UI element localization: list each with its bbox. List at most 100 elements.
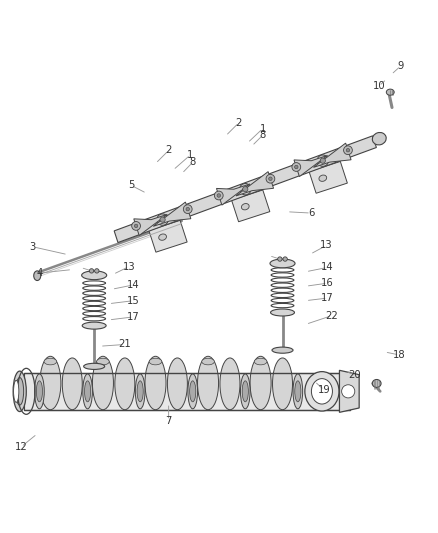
Ellipse shape (271, 309, 294, 316)
Text: 10: 10 (373, 81, 385, 91)
Ellipse shape (82, 322, 106, 329)
Text: 17: 17 (321, 293, 334, 303)
Polygon shape (314, 143, 351, 167)
Ellipse shape (242, 381, 248, 402)
Ellipse shape (254, 358, 267, 365)
Polygon shape (134, 214, 167, 236)
Circle shape (157, 214, 168, 225)
Ellipse shape (16, 377, 24, 405)
Ellipse shape (13, 371, 26, 411)
Text: 2: 2 (166, 146, 172, 156)
Ellipse shape (240, 374, 250, 409)
Circle shape (132, 222, 141, 230)
Ellipse shape (83, 374, 92, 409)
Text: 5: 5 (128, 181, 134, 190)
Text: 18: 18 (393, 350, 406, 360)
Text: 15: 15 (127, 296, 140, 305)
Ellipse shape (44, 358, 57, 365)
Circle shape (278, 257, 282, 261)
Polygon shape (339, 370, 359, 413)
Text: 20: 20 (349, 370, 361, 380)
Ellipse shape (62, 358, 82, 410)
Circle shape (214, 191, 223, 200)
Ellipse shape (198, 356, 219, 410)
Text: 22: 22 (325, 311, 339, 320)
Polygon shape (294, 156, 328, 176)
Ellipse shape (311, 378, 332, 404)
Ellipse shape (202, 358, 214, 365)
Polygon shape (216, 184, 250, 205)
Ellipse shape (323, 381, 329, 402)
Ellipse shape (135, 374, 145, 409)
Text: 21: 21 (118, 340, 131, 350)
Text: 8: 8 (260, 130, 266, 140)
Text: 3: 3 (30, 242, 36, 252)
Circle shape (184, 205, 192, 214)
Circle shape (134, 224, 138, 228)
Text: 7: 7 (166, 416, 172, 426)
Text: 9: 9 (398, 61, 404, 71)
Circle shape (346, 149, 350, 152)
Ellipse shape (319, 175, 327, 181)
Polygon shape (24, 373, 350, 410)
Text: 12: 12 (14, 442, 28, 452)
Ellipse shape (250, 356, 271, 410)
Ellipse shape (272, 347, 293, 353)
Ellipse shape (36, 381, 42, 402)
Circle shape (160, 217, 165, 222)
Ellipse shape (293, 374, 303, 409)
Text: 13: 13 (320, 240, 332, 251)
Ellipse shape (97, 358, 109, 365)
Ellipse shape (220, 358, 240, 410)
Text: 14: 14 (321, 262, 334, 272)
Circle shape (217, 194, 220, 197)
Circle shape (240, 183, 251, 195)
Circle shape (283, 257, 287, 261)
Circle shape (89, 269, 94, 273)
Ellipse shape (115, 358, 135, 410)
Polygon shape (153, 202, 191, 227)
Circle shape (186, 207, 190, 211)
Circle shape (95, 269, 99, 273)
Ellipse shape (149, 358, 162, 365)
Ellipse shape (372, 133, 386, 145)
Text: 4: 4 (36, 268, 42, 278)
Ellipse shape (372, 379, 381, 387)
Circle shape (294, 165, 298, 169)
Ellipse shape (305, 372, 339, 411)
Ellipse shape (137, 381, 143, 402)
Ellipse shape (270, 259, 295, 268)
Text: 1: 1 (260, 124, 266, 134)
Ellipse shape (14, 380, 19, 402)
Circle shape (320, 158, 325, 163)
Text: 16: 16 (321, 278, 334, 288)
Ellipse shape (295, 381, 301, 402)
Ellipse shape (35, 374, 44, 409)
Ellipse shape (85, 381, 91, 402)
Text: 6: 6 (308, 208, 314, 218)
Ellipse shape (145, 356, 166, 410)
Ellipse shape (159, 234, 166, 240)
Ellipse shape (188, 374, 198, 409)
Text: 13: 13 (123, 262, 135, 271)
Text: 14: 14 (127, 280, 140, 290)
Circle shape (292, 163, 300, 172)
Text: 8: 8 (190, 157, 196, 167)
Ellipse shape (241, 204, 249, 210)
Ellipse shape (81, 271, 107, 280)
Ellipse shape (40, 356, 61, 410)
Circle shape (268, 177, 272, 181)
Polygon shape (309, 161, 347, 193)
Text: 2: 2 (236, 118, 242, 128)
Circle shape (317, 155, 328, 166)
Polygon shape (114, 136, 376, 243)
Ellipse shape (386, 89, 394, 95)
Ellipse shape (272, 358, 293, 410)
Circle shape (343, 146, 352, 155)
Ellipse shape (167, 358, 187, 410)
Ellipse shape (321, 374, 331, 409)
Circle shape (243, 187, 248, 192)
Ellipse shape (84, 364, 105, 369)
Polygon shape (236, 172, 274, 196)
Text: 1: 1 (187, 150, 194, 160)
